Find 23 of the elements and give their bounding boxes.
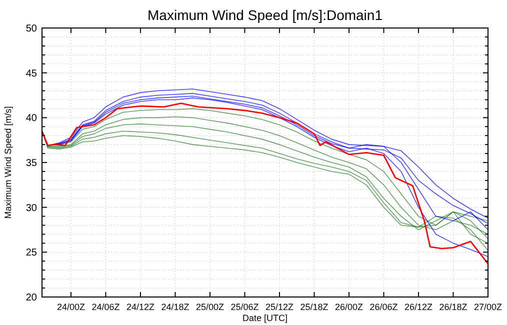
x-tick-label: 24/06Z	[92, 302, 120, 312]
x-tick-label: 27/00Z	[474, 302, 503, 312]
x-tick-label: 25/18Z	[300, 302, 329, 312]
x-tick-label: 26/00Z	[334, 302, 364, 312]
x-tick-label: 26/12Z	[404, 302, 433, 312]
x-tick-label: 25/12Z	[265, 302, 294, 312]
x-tick-label: 24/18Z	[161, 302, 190, 312]
x-tick-label: 25/00Z	[196, 302, 224, 312]
chart-title: Maximum Wind Speed [m/s]:Domain1	[148, 7, 383, 23]
x-tick-label: 26/18Z	[439, 302, 468, 312]
y-tick-label: 20	[26, 292, 38, 304]
y-tick-label: 25	[26, 248, 38, 259]
x-tick-label: 25/06Z	[230, 302, 260, 312]
x-tick-label: 24/12Z	[126, 302, 155, 312]
y-tick-label: 35	[26, 158, 38, 169]
y-tick-label: 45	[26, 68, 38, 80]
y-axis-title: Maximum Wind Speed [m/s]	[3, 106, 13, 219]
y-tick-label: 40	[26, 113, 38, 124]
x-tick-label: 24/00Z	[56, 302, 86, 312]
x-tick-label: 26/06Z	[370, 302, 398, 312]
x-axis-title: Date [UTC]	[242, 313, 288, 323]
y-tick-label: 50	[26, 24, 38, 34]
y-tick-label: 30	[26, 202, 38, 214]
